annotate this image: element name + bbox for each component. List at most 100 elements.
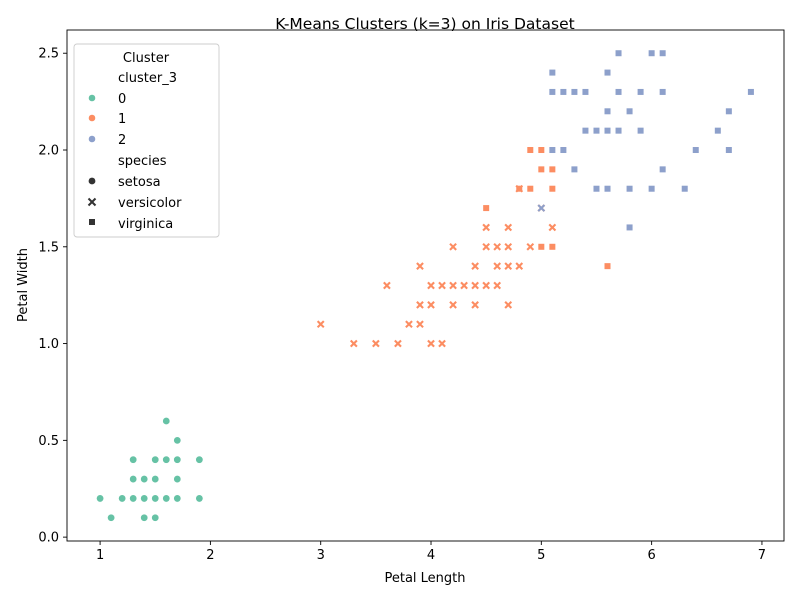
point-setosa-cluster-0 [151,494,160,503]
point-setosa-cluster-0 [151,455,160,464]
point-versicolor-cluster-1 [504,262,513,270]
legend-hue-marker-1 [88,114,96,122]
point-versicolor-cluster-1 [349,339,358,348]
y-tick-label: 0.0 [38,531,59,546]
point-virginica-cluster-2 [604,108,611,115]
point-virginica-cluster-2 [626,185,633,192]
point-virginica-cluster-2 [725,108,732,115]
point-setosa-cluster-0 [129,494,138,503]
point-virginica-cluster-2 [648,50,655,57]
point-setosa-cluster-0 [195,455,204,464]
point-versicolor-cluster-1 [526,242,535,251]
point-virginica-cluster-1 [538,243,545,250]
point-setosa-cluster-0 [129,475,138,484]
point-virginica-cluster-2 [604,69,611,76]
point-versicolor-cluster-1 [504,223,513,232]
point-virginica-cluster-2 [615,88,622,95]
point-versicolor-cluster-1 [548,223,557,232]
point-versicolor-cluster-1 [416,320,424,329]
point-versicolor-cluster-1 [482,242,491,251]
point-versicolor-cluster-1 [504,242,513,251]
point-versicolor-cluster-1 [504,301,513,309]
plot-area: 1 2 3 4 5 6 7 0.0 0.5 1.0 1.5 2.0 2.5 [38,29,785,563]
point-setosa-cluster-0 [151,513,160,522]
x-tick-label: 3 [317,548,325,563]
point-versicolor-cluster-1 [316,320,325,329]
point-virginica-cluster-2 [626,224,633,231]
point-virginica-cluster-2 [571,166,578,173]
x-axis-label: Petal Length [384,571,465,586]
x-tick-label: 2 [206,548,214,563]
y-tick-label: 1.5 [38,240,59,255]
point-virginica-cluster-2 [593,127,600,134]
point-versicolor-cluster-1 [416,262,424,270]
y-axis: 0.0 0.5 1.0 1.5 2.0 2.5 [38,47,67,546]
point-versicolor-cluster-1 [493,262,502,270]
point-virginica-cluster-2 [659,88,666,95]
point-setosa-cluster-0 [118,494,127,503]
point-versicolor-cluster-1 [460,281,468,290]
point-setosa-cluster-0 [173,494,182,503]
point-versicolor-cluster-1 [471,262,479,270]
point-virginica-cluster-2 [604,127,611,134]
point-versicolor-cluster-1 [394,339,402,348]
point-virginica-cluster-2 [648,185,655,192]
y-tick-label: 2.0 [38,144,59,159]
point-virginica-cluster-2 [637,88,644,95]
point-versicolor-cluster-1 [438,281,446,290]
y-tick-label: 2.5 [38,47,59,62]
point-versicolor-cluster-1 [427,301,435,309]
x-tick-label: 4 [427,548,435,563]
point-virginica-cluster-2 [549,88,556,95]
point-virginica-cluster-2 [604,185,611,192]
x-tick-label: 7 [758,548,766,563]
point-virginica-cluster-2 [571,88,578,95]
point-versicolor-cluster-1 [449,301,457,309]
y-tick-label: 0.5 [38,434,59,449]
legend-hue-label-0: 0 [118,92,126,107]
point-virginica-cluster-2 [582,127,589,134]
point-virginica-cluster-2 [593,185,600,192]
point-setosa-cluster-0 [173,475,182,484]
legend-style-title: species [118,154,167,169]
chart-title: K-Means Clusters (k=3) on Iris Dataset [275,15,574,33]
point-versicolor-cluster-1 [405,320,413,329]
point-virginica-cluster-2 [626,108,633,115]
point-virginica-cluster-1 [538,166,545,173]
legend-hue-marker-0 [88,94,96,102]
point-setosa-cluster-0 [195,494,204,503]
point-virginica-cluster-2 [615,50,622,57]
x-tick-label: 5 [537,548,545,563]
point-virginica-cluster-1 [538,147,545,154]
data-points [96,50,754,522]
point-setosa-cluster-0 [151,475,160,484]
point-versicolor-cluster-1 [515,262,524,270]
point-versicolor-cluster-1 [471,281,479,290]
legend-style-label-setosa: setosa [118,175,161,190]
x-tick-label: 6 [647,548,655,563]
point-virginica-cluster-2 [692,147,699,154]
point-setosa-cluster-0 [162,494,171,503]
point-versicolor-cluster-1 [482,223,491,232]
legend-hue-label-2: 2 [118,133,126,148]
point-versicolor-cluster-2 [537,204,546,212]
legend-hue-title: cluster_3 [118,71,177,86]
point-setosa-cluster-0 [162,455,171,464]
legend-style-label-virginica: virginica [118,217,173,232]
point-versicolor-cluster-1 [383,281,391,290]
point-versicolor-cluster-1 [427,339,435,348]
point-setosa-cluster-0 [107,513,116,522]
legend: Cluster cluster_3 0 1 2 species setosa v… [73,43,220,238]
point-virginica-cluster-1 [527,185,534,192]
point-virginica-cluster-2 [659,50,666,57]
x-axis: 1 2 3 4 5 6 7 [96,541,766,563]
legend-hue-label-1: 1 [118,112,126,127]
point-virginica-cluster-2 [659,166,666,173]
point-virginica-cluster-2 [615,127,622,134]
plot-frame [66,29,785,542]
point-virginica-cluster-1 [549,166,556,173]
point-virginica-cluster-1 [604,263,611,270]
point-virginica-cluster-1 [549,243,556,250]
point-virginica-cluster-2 [560,147,567,154]
point-setosa-cluster-0 [96,494,105,503]
